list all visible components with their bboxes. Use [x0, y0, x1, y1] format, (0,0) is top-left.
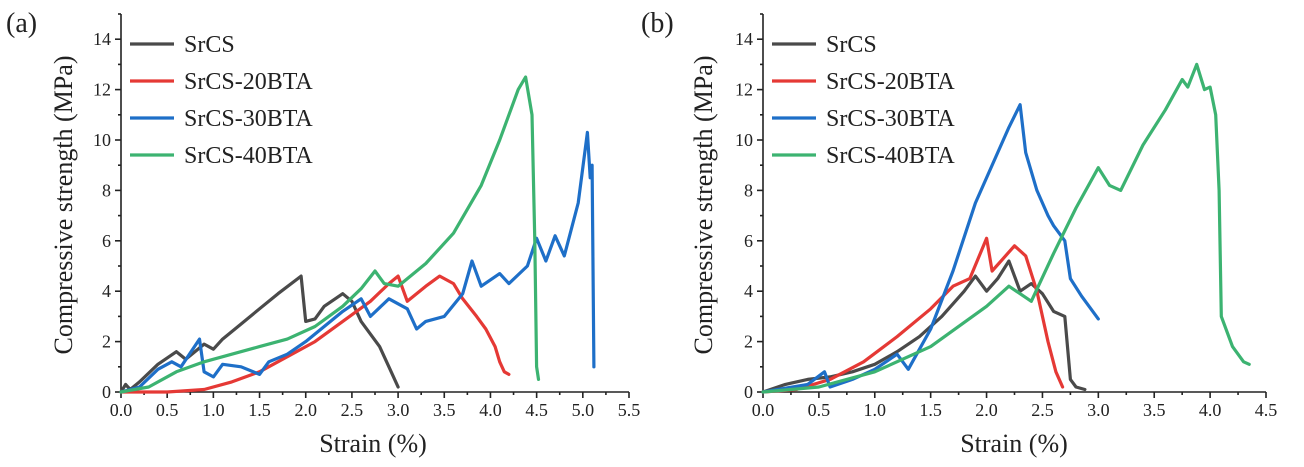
panel-a-label: (a)	[6, 8, 37, 39]
panel-a-y-tick-label: 0	[102, 382, 111, 402]
panel-a-series-line-srcs-40bta	[119, 75, 541, 394]
panel-a-y-tick-label: 6	[102, 231, 111, 251]
panel-b-x-tick-label: 3.5	[1143, 400, 1166, 420]
panel-a-x-tick-label: 4.0	[479, 400, 502, 420]
panel-b-legend-label: SrCS-20BTA	[826, 69, 955, 95]
panel-b-y-tick-label: 10	[735, 130, 753, 150]
panel-a-plot-area: 0.0 0.5 1.0 1.5 2.0 2.5 3.0 3.5 4.0 4.5 5.0 5.5 0 2 4 6…	[93, 13, 641, 420]
panel-b-label: (b)	[641, 8, 674, 39]
panel-a-x-tick-label: 5.5	[618, 400, 641, 420]
panel-b-x-tick-label: 4.5	[1255, 400, 1278, 420]
panel-b-series-line-srcs-40bta	[761, 62, 1251, 394]
panel-b-plot-area: 0.0 0.5 1.0 1.5 2.0 2.5 3.0 3.5 4.0 4.5 0 2 4 6 8 10 12 1…	[735, 13, 1278, 420]
panel-b-legend-label: SrCS-30BTA	[826, 106, 955, 132]
panel-a-x-tick-label: 0.0	[110, 400, 133, 420]
panel-a-y-tick-label: 2	[102, 332, 111, 352]
panel-a-x-tick-label: 1.0	[202, 400, 225, 420]
panel-b-legend-label: SrCS-40BTA	[826, 143, 955, 169]
panel-b-y-tick-label: 12	[735, 80, 753, 100]
panel-a: (a) Strain (%) Compressive strength (MPa…	[6, 8, 640, 458]
panel-a-x-tick-label: 2.0	[294, 400, 317, 420]
panel-a-y-tick-label: 14	[93, 29, 111, 49]
panel-a-x-tick-label: 3.5	[433, 400, 456, 420]
panel-b-x-tick-label: 0.0	[752, 400, 775, 420]
panel-a-legend-label: SrCS-40BTA	[184, 143, 313, 169]
panel-b-y-tick-label: 0	[744, 382, 753, 402]
panel-b-y-axis-title: Compressive strength (MPa)	[689, 56, 718, 355]
panel-b-y-tick-label: 6	[744, 231, 753, 251]
panel-a-x-tick-label: 2.5	[341, 400, 364, 420]
panel-b: (b) Strain (%) Compressive strength (MPa…	[641, 8, 1277, 458]
panel-b-legend-label: SrCS	[826, 32, 877, 58]
panel-a-y-axis-title: Compressive strength (MPa)	[49, 56, 78, 355]
panel-b-series-line-srcs	[761, 259, 1087, 394]
panel-a-y-tick-label: 10	[93, 130, 111, 150]
panel-b-series-line-srcs-20bta	[761, 236, 1065, 394]
panel-a-series-line-srcs-30bta	[119, 130, 596, 394]
panel-b-y-tick-label: 2	[744, 332, 753, 352]
panel-a-series-line-srcs-20bta	[119, 274, 511, 394]
panel-a-y-tick-label: 8	[102, 180, 111, 200]
panel-b-y-tick-label: 8	[744, 180, 753, 200]
panel-a-legend-label: SrCS-30BTA	[184, 106, 313, 132]
panel-a-x-tick-label: 4.5	[525, 400, 548, 420]
panel-a-legend-label: SrCS-20BTA	[184, 69, 313, 95]
panel-b-x-tick-label: 4.0	[1199, 400, 1222, 420]
panel-a-y-tick-label: 12	[93, 80, 111, 100]
panel-b-x-tick-label: 1.5	[919, 400, 942, 420]
panel-b-x-tick-label: 2.0	[975, 400, 998, 420]
panel-a-x-tick-label: 3.0	[387, 400, 410, 420]
panel-a-x-tick-label: 5.0	[572, 400, 595, 420]
panel-a-x-axis-title: Strain (%)	[319, 429, 427, 458]
panel-b-series-line-srcs-30bta	[761, 103, 1100, 394]
panel-b-x-tick-label: 1.0	[864, 400, 887, 420]
panel-b-x-tick-label: 3.0	[1087, 400, 1110, 420]
panel-a-x-tick-label: 1.5	[248, 400, 271, 420]
panel-a-x-tick-label: 0.5	[156, 400, 179, 420]
panel-a-legend-label: SrCS	[184, 32, 235, 58]
panel-b-x-tick-label: 0.5	[808, 400, 831, 420]
panel-a-y-tick-label: 4	[102, 281, 111, 301]
panel-b-y-tick-label: 14	[735, 29, 753, 49]
panel-b-x-axis-title: Strain (%)	[960, 429, 1068, 458]
panel-b-x-tick-label: 2.5	[1031, 400, 1054, 420]
panel-b-y-tick-label: 4	[744, 281, 753, 301]
